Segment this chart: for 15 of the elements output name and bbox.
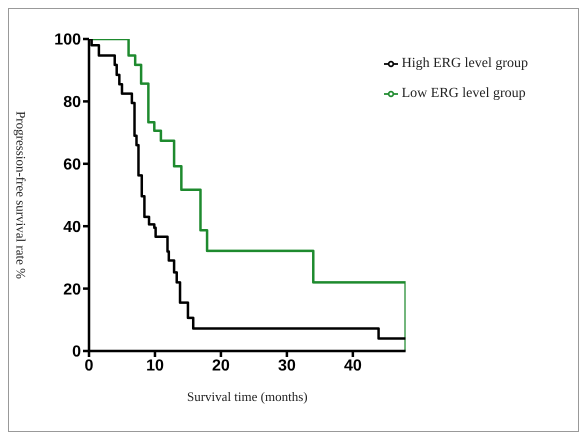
x-tick-label: 30 xyxy=(278,357,296,374)
y-tick-label: 100 xyxy=(54,32,82,49)
legend-label: Low ERG level group xyxy=(402,86,526,101)
y-tick-label: 20 xyxy=(63,281,82,298)
legend-label: High ERG level group xyxy=(402,56,528,71)
x-tick-label: 40 xyxy=(344,357,362,374)
x-tick-label: 20 xyxy=(212,357,230,374)
x-tick-label: 10 xyxy=(146,357,164,374)
y-tick-label: 80 xyxy=(63,94,82,112)
y-tick-label: 60 xyxy=(63,156,82,174)
y-axis-title: Progression-free survival rate % xyxy=(13,111,28,280)
y-tick-label: 0 xyxy=(72,344,82,361)
x-axis-title: Survival time (months) xyxy=(187,389,308,404)
y-tick-label: 40 xyxy=(63,218,82,236)
x-tick-label: 0 xyxy=(84,357,94,374)
